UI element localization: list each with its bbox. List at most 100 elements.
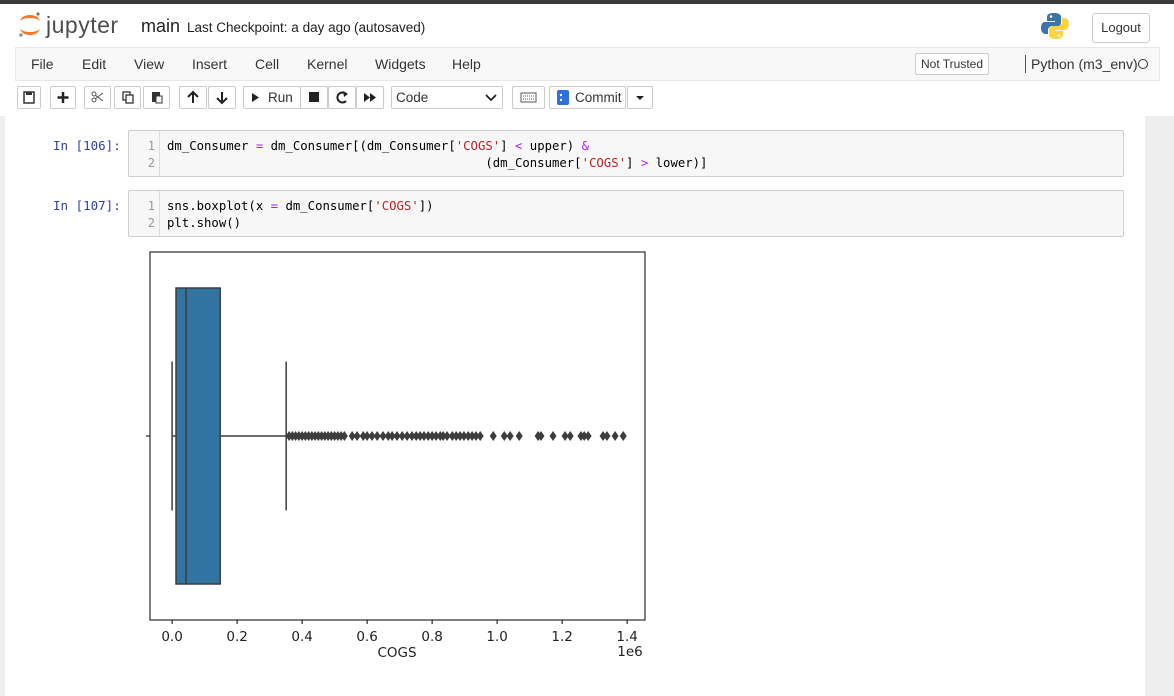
outlier: [561, 431, 569, 441]
code-token: ]: [500, 139, 515, 153]
outlier: [388, 431, 396, 441]
x-tick-label: 0.6: [356, 629, 377, 645]
menu-item[interactable]: File: [31, 56, 54, 72]
code-token: lower)]: [648, 156, 708, 170]
copy-button[interactable]: [114, 86, 141, 109]
outlier: [456, 431, 464, 441]
move-down-button[interactable]: [208, 86, 236, 109]
outlier: [384, 431, 392, 441]
commit-label: Commit: [575, 90, 622, 105]
outlier: [549, 431, 557, 441]
outlier: [420, 431, 428, 441]
code-token: 'COGS': [455, 139, 501, 153]
cut-button[interactable]: [84, 86, 111, 109]
menu-item[interactable]: Help: [452, 56, 481, 72]
outlier: [353, 431, 361, 441]
outlier: [566, 431, 574, 441]
menu-item[interactable]: Cell: [255, 56, 280, 72]
code-token: =: [270, 199, 279, 213]
x-tick-label: 1.4: [616, 629, 637, 645]
outlier: [448, 431, 456, 441]
outlier: [432, 431, 440, 441]
outlier: [489, 431, 497, 441]
commit-dropdown[interactable]: [627, 86, 653, 109]
input-prompt: In [106]:: [53, 138, 121, 153]
x-tick-label: 0.4: [291, 629, 312, 645]
outlier: [460, 431, 468, 441]
code-token: <: [514, 139, 523, 153]
header: jupyter main Last Checkpoint: a day ago …: [0, 4, 1174, 116]
paste-button[interactable]: [143, 86, 170, 109]
outlier: [348, 431, 356, 441]
outlier: [416, 431, 424, 441]
logout-button[interactable]: Logout: [1092, 13, 1150, 43]
menu-item[interactable]: Edit: [82, 56, 107, 72]
notebook-name[interactable]: main: [141, 16, 181, 36]
x-tick-label: 1.2: [551, 629, 572, 645]
menu-item[interactable]: Widgets: [375, 56, 426, 72]
save-button[interactable]: [17, 86, 41, 109]
line-number: 2: [147, 216, 155, 230]
outlier: [412, 431, 420, 441]
commit-button[interactable]: Commit: [549, 86, 626, 109]
outlier: [428, 431, 436, 441]
outlier: [515, 431, 523, 441]
code-token: plt.show(): [167, 216, 242, 230]
outlier: [537, 431, 545, 441]
x-tick-label: 0.2: [226, 629, 247, 645]
restart-button[interactable]: [328, 86, 356, 109]
code-cell[interactable]: 1 2 dm_Consumer = dm_Consumer[(dm_Consumer…: [128, 130, 1124, 177]
command-palette-button[interactable]: [512, 86, 545, 109]
logo-text[interactable]: jupyter: [46, 12, 119, 38]
outlier: [363, 431, 371, 441]
menu-item[interactable]: Insert: [192, 56, 228, 72]
interrupt-button[interactable]: [300, 86, 328, 109]
menu-item[interactable]: Kernel: [307, 56, 348, 72]
outlier: [379, 431, 387, 441]
checkpoint: Last Checkpoint: a day ago: [187, 20, 351, 35]
jupyter-logo[interactable]: [17, 10, 43, 40]
kernel-indicator: [1138, 59, 1148, 69]
kernel-name[interactable]: Python (m3_env): [1031, 56, 1138, 72]
outlier: [340, 431, 348, 441]
x-tick-label: 1.0: [486, 629, 507, 645]
cell-type-select[interactable]: Code: [391, 86, 503, 109]
outlier: [500, 431, 508, 441]
outlier: [468, 431, 476, 441]
code-token: 'COGS': [581, 156, 627, 170]
code-token: (dm_Consumer[: [167, 156, 582, 170]
code-token: dm_Consumer: [167, 139, 256, 153]
outlier: [472, 431, 480, 441]
outlier: [439, 431, 447, 441]
outlier: [403, 431, 411, 441]
menu-bar: Not Trusted Python (m3_env) File Edit View…: [15, 47, 1160, 81]
move-up-button[interactable]: [179, 86, 207, 109]
outlier: [424, 431, 432, 441]
outlier: [506, 431, 514, 441]
code-cell[interactable]: 1 2 sns.boxplot(x = dm_Consumer['COGS']) pl…: [128, 190, 1124, 237]
boxplot-output: COGS 1e6 0.0 0.2 0.4 0.6 0.8 1.0 1.2 1.4: [146, 251, 646, 661]
code-line: sns.boxplot(x = dm_Consumer['COGS']): [167, 198, 434, 215]
restart-run-all-button[interactable]: [356, 86, 384, 109]
outlier: [580, 431, 588, 441]
code-token: >: [640, 156, 649, 170]
code: dm_Consumer = dm_Consumer[(dm_Consumer['…: [167, 138, 707, 172]
run-button[interactable]: Run: [243, 86, 301, 109]
trust-indicator[interactable]: Not Trusted: [915, 53, 989, 75]
autosave-status: (autosaved): [354, 20, 426, 35]
offset-text: 1e6: [617, 644, 642, 660]
x-tick-label: 0.0: [161, 629, 182, 645]
outlier: [373, 431, 381, 441]
menu-item[interactable]: View: [134, 56, 165, 72]
box: [175, 287, 221, 585]
gutter: [159, 191, 160, 236]
outlier: [603, 431, 611, 441]
code-token: &: [581, 139, 590, 153]
outlier: [599, 431, 607, 441]
outlier: [464, 431, 472, 441]
separator: [1025, 55, 1026, 73]
insert-cell-button[interactable]: [50, 86, 76, 109]
